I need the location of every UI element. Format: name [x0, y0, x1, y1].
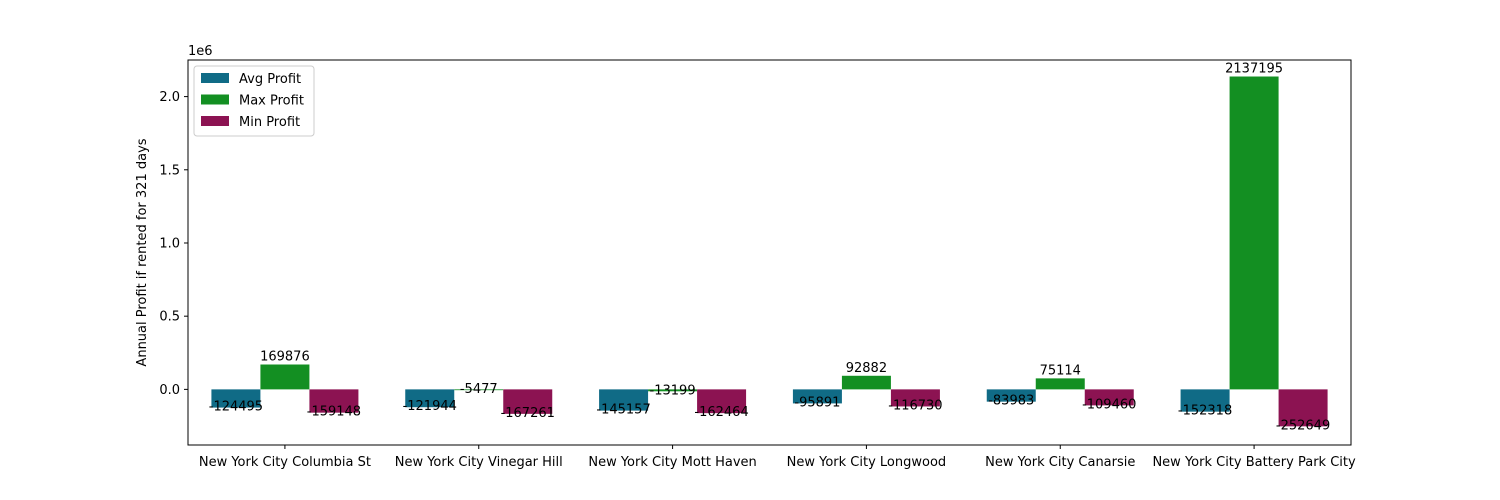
bar-max-profit-4 — [1035, 378, 1085, 390]
data-labels-layer: -124495 169876 -159148 -121944-5477-167261 -… — [209, 62, 1330, 434]
x-tick-label: New York City Vinegar Hill — [395, 455, 563, 470]
data-label: -13199 — [650, 383, 696, 398]
data-label: 169876 — [260, 350, 310, 365]
y-axis-offset-label: 1e6 — [188, 44, 213, 59]
data-label: -124495 — [209, 400, 263, 415]
bar-avg-profit-4 — [986, 389, 1036, 402]
data-label: -145157 — [596, 403, 650, 418]
bar-min-profit-1 — [503, 389, 553, 414]
x-tick-label: New York City Mott Haven — [588, 455, 756, 470]
legend-swatch — [201, 94, 229, 105]
data-label: -83983 — [988, 394, 1034, 409]
bar-avg-profit-3 — [792, 389, 842, 404]
bar-avg-profit-5 — [1180, 389, 1230, 412]
data-label: -159148 — [307, 405, 361, 420]
data-label: -121944 — [403, 399, 457, 414]
legend-label: Avg Profit — [239, 72, 301, 87]
bar-max-profit-2 — [648, 389, 698, 392]
bar-max-profit-3 — [841, 375, 891, 390]
y-tick-label: 2.0 — [159, 90, 180, 105]
bar-avg-profit-2 — [599, 389, 649, 411]
bar-avg-profit-0 — [211, 389, 261, 408]
bar-avg-profit-1 — [405, 389, 455, 408]
x-tick-label: New York City Longwood — [787, 455, 947, 470]
legend-swatch — [201, 116, 229, 126]
bars-layer — [211, 76, 1328, 427]
data-label: 92882 — [846, 361, 887, 376]
data-label: -152318 — [1178, 404, 1232, 419]
legend-label: Max Profit — [239, 94, 304, 109]
bar-min-profit-4 — [1084, 389, 1134, 406]
legend: Avg Profit Max Profit Min Profit — [193, 65, 315, 137]
legend-swatch — [201, 73, 229, 83]
bar-max-profit-0 — [260, 364, 310, 390]
x-tick-label: New York City Columbia St — [199, 455, 371, 470]
data-label: -252649 — [1276, 418, 1330, 433]
bar-min-profit-0 — [309, 389, 359, 413]
data-label: -116730 — [888, 398, 942, 413]
y-tick-label: 1.5 — [159, 163, 180, 178]
x-tick-label: New York City Battery Park City — [1152, 455, 1356, 470]
y-axis-label: Annual Profit if rented for 321 days — [135, 138, 150, 366]
bar-min-profit-5 — [1278, 389, 1328, 427]
y-tick-label: 1.0 — [159, 236, 180, 251]
bar-max-profit-1 — [454, 389, 504, 391]
y-axis: 0.0 0.5 1.0 1.5 2.0 — [159, 90, 188, 398]
x-tick-label: New York City Canarsie — [985, 455, 1135, 470]
bar-max-profit-5 — [1229, 76, 1279, 390]
bar-min-profit-3 — [890, 389, 940, 407]
data-label: -162464 — [694, 405, 748, 420]
bar-min-profit-2 — [697, 389, 747, 414]
legend-label: Min Profit — [239, 115, 300, 130]
y-tick-label: 0.0 — [159, 383, 180, 398]
plot-frame — [187, 59, 1352, 446]
data-label: 2137195 — [1225, 62, 1283, 77]
data-label: -95891 — [794, 395, 840, 410]
data-label: -109460 — [1082, 397, 1136, 412]
y-tick-label: 0.5 — [159, 310, 180, 325]
data-label: -5477 — [460, 382, 498, 397]
x-axis: New York City Columbia St New York City V… — [199, 445, 1356, 470]
data-label: -167261 — [501, 406, 555, 421]
data-label: 75114 — [1040, 363, 1081, 378]
